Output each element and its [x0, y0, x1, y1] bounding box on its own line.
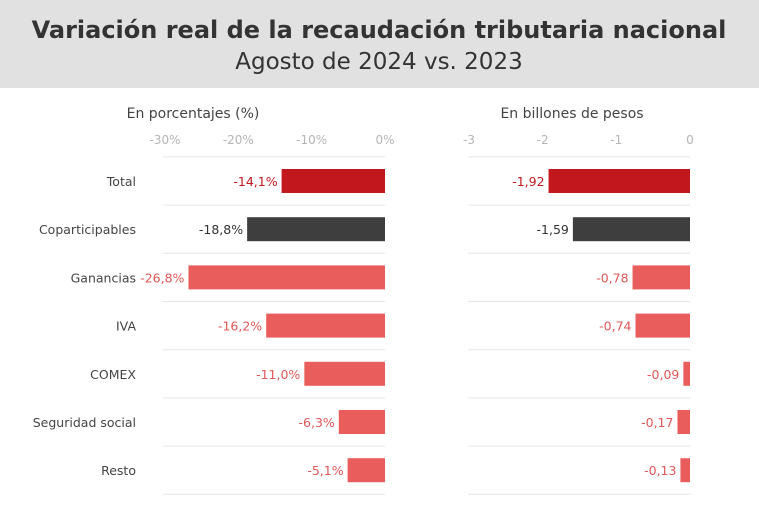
- panel-title: En billones de pesos: [500, 106, 643, 122]
- value-label: -16,2%: [218, 319, 262, 334]
- tick-label: -2: [537, 133, 549, 147]
- category-label: Resto: [101, 463, 136, 478]
- tick-label: -3: [463, 133, 475, 147]
- category-label: COMEX: [90, 367, 136, 382]
- value-label: -0,09: [647, 367, 679, 382]
- category-label: Total: [106, 174, 136, 189]
- chart-title: Variación real de la recaudación tributa…: [32, 16, 727, 44]
- value-label: -5,1%: [307, 463, 343, 478]
- header-band: [0, 0, 759, 88]
- category-label: Coparticipables: [39, 222, 136, 237]
- bar-coparticipables: [247, 217, 385, 242]
- category-label: Ganancias: [71, 270, 136, 285]
- bar-coparticipables: [572, 217, 690, 242]
- tick-label: -30%: [149, 133, 180, 147]
- value-label: -0,17: [641, 415, 673, 430]
- bar-total: [548, 169, 690, 193]
- category-label: Seguridad social: [33, 415, 136, 430]
- tick-label: -1: [610, 133, 622, 147]
- value-label: -11,0%: [256, 367, 300, 382]
- bar-resto: [680, 458, 690, 483]
- value-label: -1,59: [537, 222, 569, 237]
- tick-label: 0: [686, 133, 694, 147]
- bar-seguridad-social: [338, 410, 385, 434]
- value-label: -1,92: [512, 174, 544, 189]
- value-label: -26,8%: [140, 270, 184, 285]
- chart-subtitle: Agosto de 2024 vs. 2023: [235, 49, 522, 75]
- bar-comex: [304, 361, 385, 386]
- bar-seguridad-social: [677, 410, 690, 434]
- panel-title: En porcentajes (%): [127, 106, 260, 122]
- tick-label: -20%: [223, 133, 254, 147]
- value-label: -18,8%: [199, 222, 243, 237]
- bar-iva: [266, 313, 385, 338]
- bar-ganancias: [188, 265, 385, 290]
- bar-resto: [347, 458, 385, 483]
- bar-total: [281, 169, 385, 193]
- bar-ganancias: [632, 265, 690, 290]
- bar-comex: [683, 361, 690, 386]
- value-label: -0,78: [596, 270, 628, 285]
- value-label: -0,13: [644, 463, 676, 478]
- tick-label: 0%: [375, 133, 394, 147]
- bar-iva: [635, 313, 690, 338]
- category-label: IVA: [116, 319, 136, 334]
- tick-label: -10%: [296, 133, 327, 147]
- value-label: -14,1%: [233, 174, 277, 189]
- value-label: -0,74: [599, 319, 631, 334]
- value-label: -6,3%: [299, 415, 335, 430]
